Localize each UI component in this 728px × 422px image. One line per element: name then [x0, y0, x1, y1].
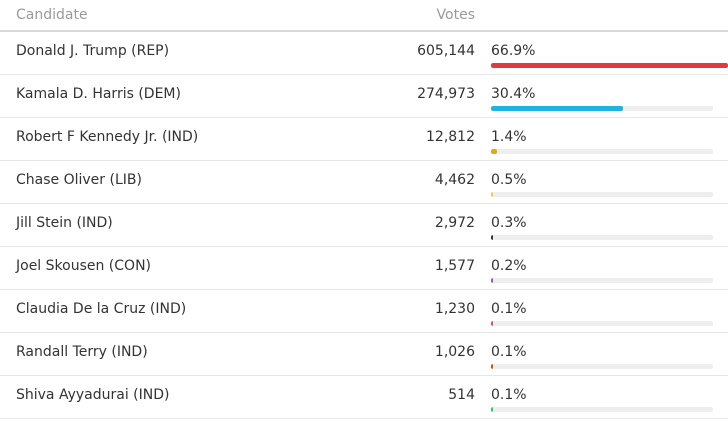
vote-share-bar-track — [491, 149, 713, 154]
vote-count: 1,577 — [434, 258, 475, 274]
candidate-name: Kamala D. Harris (DEM) — [16, 86, 181, 102]
table-row: Donald J. Trump (REP) 605,144 66.9% — [0, 32, 728, 75]
vote-count: 605,144 — [417, 43, 475, 59]
table-row: Claudia De la Cruz (IND) 1,230 0.1% — [0, 290, 728, 333]
vote-percentage: 0.1% — [491, 301, 527, 317]
votes-column-header: Votes — [436, 7, 475, 23]
vote-percentage: 30.4% — [491, 86, 536, 102]
vote-count: 274,973 — [417, 86, 475, 102]
vote-percentage: 0.3% — [491, 215, 527, 231]
vote-count: 514 — [448, 387, 475, 403]
vote-share-bar-fill — [491, 407, 493, 412]
vote-share-bar-fill — [491, 278, 493, 283]
candidate-name: Joel Skousen (CON) — [16, 258, 152, 274]
vote-share-bar-track — [491, 364, 713, 369]
table-row: Kamala D. Harris (DEM) 274,973 30.4% — [0, 75, 728, 118]
vote-share-bar-fill — [491, 149, 497, 154]
candidate-name: Donald J. Trump (REP) — [16, 43, 170, 59]
table-row: Randall Terry (IND) 1,026 0.1% — [0, 333, 728, 376]
vote-percentage: 0.1% — [491, 344, 527, 360]
vote-share-bar-fill — [491, 63, 728, 68]
candidate-column-header: Candidate — [16, 7, 88, 23]
candidate-name: Randall Terry (IND) — [16, 344, 148, 360]
vote-percentage: 0.1% — [491, 387, 527, 403]
candidate-name: Robert F Kennedy Jr. (IND) — [16, 129, 199, 145]
vote-count: 1,026 — [434, 344, 475, 360]
vote-share-bar-track — [491, 278, 713, 283]
candidate-name: Jill Stein (IND) — [16, 215, 113, 231]
candidate-name: Claudia De la Cruz (IND) — [16, 301, 187, 317]
vote-share-bar-track — [491, 106, 713, 111]
vote-share-bar-track — [491, 235, 713, 240]
vote-percentage: 66.9% — [491, 43, 536, 59]
vote-share-bar-track — [491, 407, 713, 412]
vote-count: 2,972 — [434, 215, 475, 231]
vote-share-bar-track — [491, 63, 728, 68]
table-row: Chase Oliver (LIB) 4,462 0.5% — [0, 161, 728, 204]
vote-percentage: 0.5% — [491, 172, 527, 188]
candidate-name: Shiva Ayyadurai (IND) — [16, 387, 170, 403]
vote-share-bar-fill — [491, 192, 494, 197]
candidate-name: Chase Oliver (LIB) — [16, 172, 142, 188]
table-row: Joel Skousen (CON) 1,577 0.2% — [0, 247, 728, 290]
vote-share-bar-fill — [491, 321, 493, 326]
vote-share-bar-fill — [491, 106, 624, 111]
table-header: Candidate Votes — [0, 0, 728, 32]
vote-count: 12,812 — [426, 129, 475, 145]
vote-count: 4,462 — [434, 172, 475, 188]
table-row: Robert F Kennedy Jr. (IND) 12,812 1.4% — [0, 118, 728, 161]
vote-percentage: 1.4% — [491, 129, 527, 145]
vote-share-bar-fill — [491, 364, 493, 369]
vote-share-bar-track — [491, 192, 713, 197]
vote-share-bar-track — [491, 321, 713, 326]
table-row: Jill Stein (IND) 2,972 0.3% — [0, 204, 728, 247]
vote-share-bar-fill — [491, 235, 493, 240]
results-rows: Donald J. Trump (REP) 605,144 66.9% Kamala … — [0, 32, 728, 419]
table-row: Shiva Ayyadurai (IND) 514 0.1% — [0, 376, 728, 419]
vote-percentage: 0.2% — [491, 258, 527, 274]
vote-count: 1,230 — [434, 301, 475, 317]
